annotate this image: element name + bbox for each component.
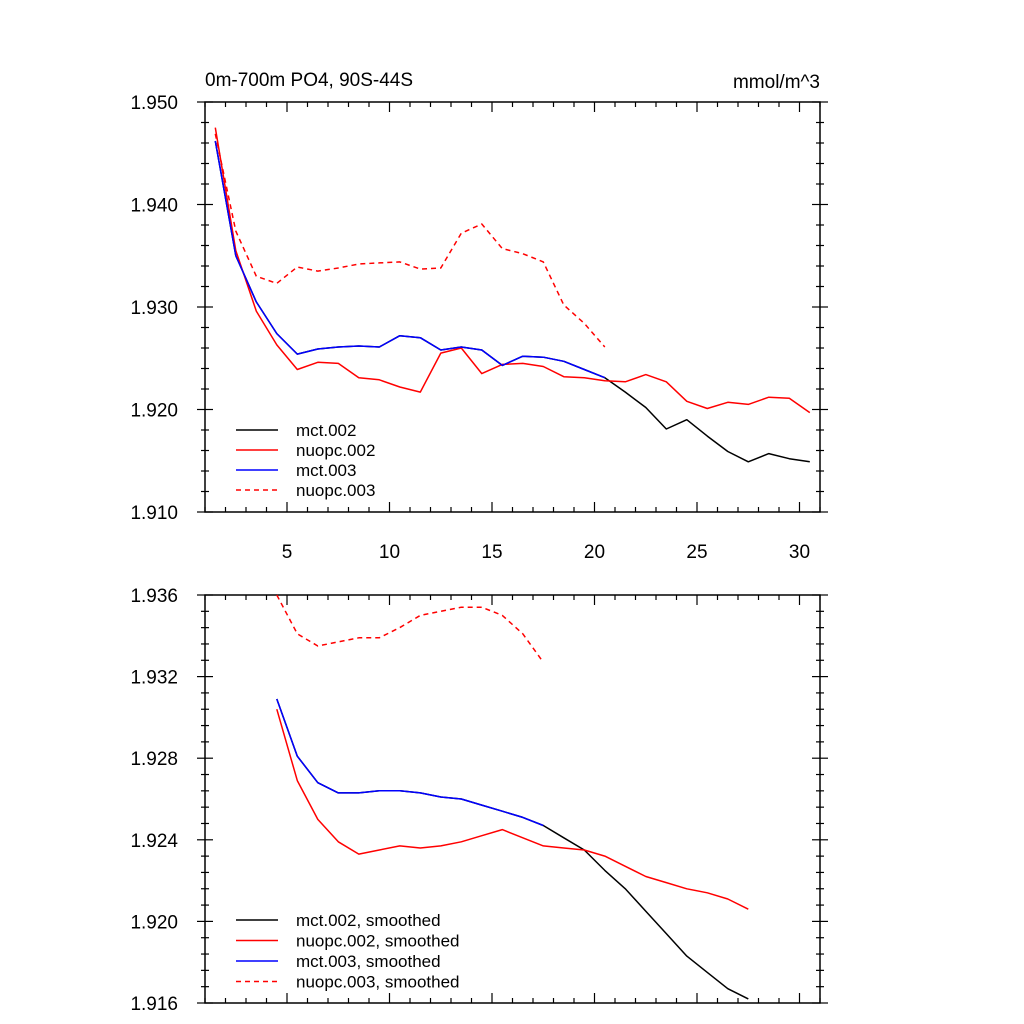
- x-tick-label: 20: [584, 542, 605, 563]
- series-line-mct-003: [214, 140, 606, 379]
- series-line-nuopc-003: [214, 133, 606, 348]
- series-line-nuopc-002-smoothed: [276, 708, 749, 910]
- x-tick-label: 25: [686, 542, 707, 563]
- series-line-mct-002: [214, 140, 810, 463]
- series-line-mct-003-smoothed: [276, 698, 544, 827]
- x-tick-label: 5: [282, 542, 293, 563]
- legend-label: mct.002, smoothed: [296, 911, 441, 930]
- y-tick-label: 1.920: [130, 401, 178, 422]
- legend-label: nuopc.002, smoothed: [296, 932, 460, 951]
- series-line-nuopc-003-smoothed: [276, 594, 544, 663]
- units-label: mmol/m^3: [733, 72, 820, 93]
- x-tick-label: 10: [379, 542, 400, 563]
- series-line-nuopc-002: [214, 127, 811, 414]
- legend-label: mct.003, smoothed: [296, 952, 441, 971]
- y-tick-label: 1.924: [130, 831, 178, 852]
- x-tick-label: 30: [789, 542, 810, 563]
- y-tick-label: 1.950: [130, 93, 178, 114]
- y-tick-label: 1.932: [130, 668, 178, 689]
- y-tick-label: 1.940: [130, 196, 178, 217]
- panel-top: 5 10 15 20 25 30 1.910 1.920 1.930 1.940 1.950 0m-7…: [130, 70, 828, 563]
- panel-bottom: 1.916 1.920 1.924 1.928 1.932 1.936 mct.002, s…: [130, 586, 828, 1015]
- y-tick-label: 1.910: [130, 503, 178, 524]
- y-tick-label: 1.916: [130, 994, 178, 1015]
- y-tick-label: 1.930: [130, 298, 178, 319]
- legend-label: mct.003: [296, 461, 356, 480]
- legend-label: nuopc.003: [296, 481, 375, 500]
- y-tick-label: 1.928: [130, 749, 178, 770]
- legend-label: mct.002: [296, 421, 356, 440]
- x-tick-label: 15: [481, 542, 502, 563]
- y-tick-label: 1.936: [130, 586, 178, 607]
- legend-label: nuopc.002: [296, 441, 375, 460]
- legend-label: nuopc.003, smoothed: [296, 973, 460, 992]
- chart-title: 0m-700m PO4, 90S-44S: [205, 70, 413, 91]
- y-tick-label: 1.920: [130, 912, 178, 933]
